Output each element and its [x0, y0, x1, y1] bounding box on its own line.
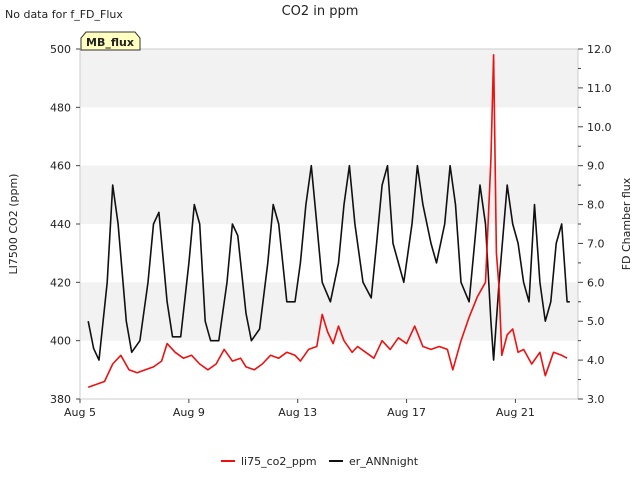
- band-0: [80, 49, 578, 108]
- right-tick-label-3.0: 3.0: [587, 393, 605, 406]
- legend: li75_co2_ppm er_ANNnight: [221, 455, 419, 468]
- x-tick-label-2: Aug 13: [278, 406, 317, 419]
- left-tick-label-440: 440: [50, 218, 71, 231]
- series-lines: [87, 54, 570, 389]
- left-tick-label-420: 420: [50, 276, 71, 289]
- right-tick-label-4.0: 4.0: [587, 354, 605, 367]
- left-y-axis: 380 400 420 440 460 480 500: [50, 43, 80, 406]
- right-tick-label-5.0: 5.0: [587, 315, 605, 328]
- x-tick-label-0: Aug 5: [64, 406, 96, 419]
- x-axis: Aug 5 Aug 9 Aug 13 Aug 17 Aug 21: [64, 399, 535, 419]
- right-axis-label: FD Chamber flux: [620, 177, 633, 270]
- badge-label: MB_flux: [86, 36, 134, 49]
- right-tick-label-9.0: 9.0: [587, 160, 605, 173]
- chart-title: CO2 in ppm: [282, 4, 359, 19]
- right-tick-label-6.0: 6.0: [587, 276, 605, 289]
- left-tick-label-400: 400: [50, 335, 71, 348]
- left-tick-label-500: 500: [50, 43, 71, 56]
- right-tick-label-12.0: 12.0: [587, 43, 612, 56]
- right-tick-label-11.0: 11.0: [587, 82, 612, 95]
- legend-label-er-ann: er_ANNnight: [349, 455, 419, 468]
- badge-shape: [80, 31, 141, 51]
- no-data-note: No data for f_FD_Flux: [5, 8, 123, 21]
- mb-flux-badge: MB_flux: [80, 31, 141, 51]
- band-1: [80, 165, 578, 224]
- right-tick-label-7.0: 7.0: [587, 237, 605, 250]
- left-tick-label-460: 460: [50, 160, 71, 173]
- x-tick-label-3: Aug 17: [387, 406, 426, 419]
- band-2: [80, 282, 578, 341]
- left-tick-label-480: 480: [50, 101, 71, 114]
- right-tick-label-10.0: 10.0: [587, 121, 612, 134]
- right-tick-label-8.0: 8.0: [587, 199, 605, 212]
- x-tick-label-4: Aug 21: [496, 406, 535, 419]
- left-tick-label-380: 380: [50, 393, 71, 406]
- series-line-li75_co2_ppm: [87, 54, 568, 389]
- left-axis-label: LI7500 CO2 (ppm): [7, 174, 20, 275]
- x-tick-label-1: Aug 9: [173, 406, 205, 419]
- legend-label-li75: li75_co2_ppm: [241, 455, 317, 468]
- right-y-axis: 3.0 4.0 5.0 6.0 7.0 8.0 9.0 10.0 11.0 12.0: [578, 43, 612, 406]
